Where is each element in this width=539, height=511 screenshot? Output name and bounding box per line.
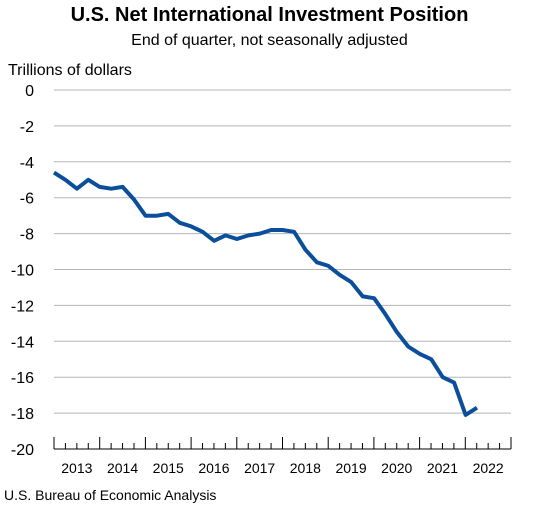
x-tick-label: 2015 <box>153 460 184 476</box>
chart-subtitle: End of quarter, not seasonally adjusted <box>131 32 408 49</box>
y-tick-label: -6 <box>20 191 34 208</box>
x-tick-label: 2013 <box>61 460 92 476</box>
y-tick-label: -20 <box>11 442 34 459</box>
x-tick-label: 2019 <box>335 460 366 476</box>
y-tick-label: -16 <box>11 370 34 387</box>
chart-title: U.S. Net International Investment Positi… <box>70 4 469 26</box>
x-tick-label: 2022 <box>473 460 504 476</box>
x-tick-label: 2016 <box>198 460 229 476</box>
x-tick-label: 2018 <box>290 460 321 476</box>
y-tick-label: -12 <box>11 298 34 315</box>
x-tick-label: 2020 <box>381 460 412 476</box>
x-tick-label: 2021 <box>427 460 458 476</box>
source-note: U.S. Bureau of Economic Analysis <box>4 487 217 503</box>
x-tick-label: 2014 <box>107 460 138 476</box>
y-tick-label: -2 <box>20 119 34 136</box>
y-tick-label: -18 <box>11 406 34 423</box>
series-line <box>52 170 479 417</box>
y-tick-label: -8 <box>20 227 34 244</box>
x-tick-label: 2017 <box>244 460 275 476</box>
y-tick-label: -10 <box>11 263 34 280</box>
y-tick-label: -4 <box>20 155 34 172</box>
y-axis-label: Trillions of dollars <box>8 62 132 79</box>
y-tick-label: -14 <box>11 334 34 351</box>
y-tick-label: 0 <box>25 83 34 100</box>
